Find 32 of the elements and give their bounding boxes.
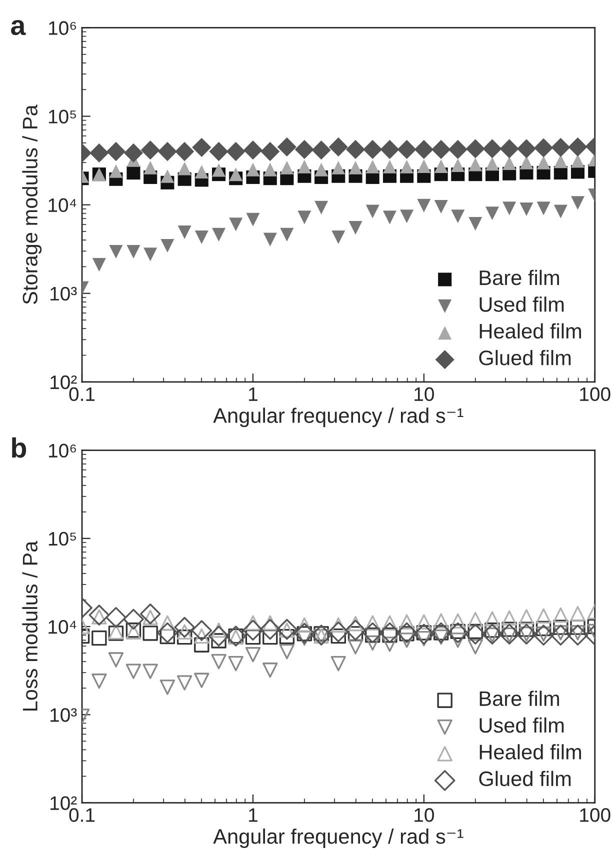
- x-tick-label: 100: [580, 387, 610, 402]
- chart-title: a: [11, 20, 26, 36]
- x-axis-title: Angular frequency / rad s⁻¹: [213, 828, 464, 848]
- x-tick-label: 0.1: [69, 808, 95, 822]
- y-tick-label: 10⁶: [49, 21, 76, 35]
- y-axis-title: Loss modulus / Pa: [22, 540, 38, 711]
- y-tick-label: 10⁵: [48, 110, 76, 124]
- legend-label: Used film: [480, 717, 564, 733]
- chart-title: b: [12, 437, 26, 458]
- y-axis-title: Storage modulus / Pa: [22, 104, 42, 304]
- legend-label: Bare film: [480, 270, 559, 286]
- y-tick-label: 10²: [50, 796, 77, 810]
- legend-label: Bare film: [480, 690, 559, 706]
- x-tick-label: 0.1: [69, 387, 95, 402]
- x-tick-label: 1: [249, 387, 258, 401]
- x-tick-label: 1: [249, 808, 258, 822]
- x-tick-label: 100: [580, 808, 610, 822]
- x-tick-label: 10: [414, 808, 434, 822]
- legend-label: Healed film: [480, 744, 581, 760]
- y-tick-label: 10³: [50, 708, 77, 722]
- legend-label: Glued film: [479, 350, 571, 366]
- y-tick-label: 10²: [50, 375, 77, 390]
- y-tick-label: 10⁴: [48, 198, 76, 212]
- x-tick-label: 10: [414, 387, 434, 402]
- legend-label: Glued film: [479, 770, 571, 786]
- legend-label: Used film: [480, 296, 564, 312]
- y-tick-label: 10⁴: [48, 620, 76, 634]
- y-tick-label: 10⁶: [49, 444, 76, 458]
- y-tick-label: 10³: [50, 286, 77, 301]
- y-tick-label: 10⁵: [48, 532, 76, 546]
- legend-label: Healed film: [480, 323, 581, 339]
- x-axis-title: Angular frequency / rad s⁻¹: [213, 408, 464, 428]
